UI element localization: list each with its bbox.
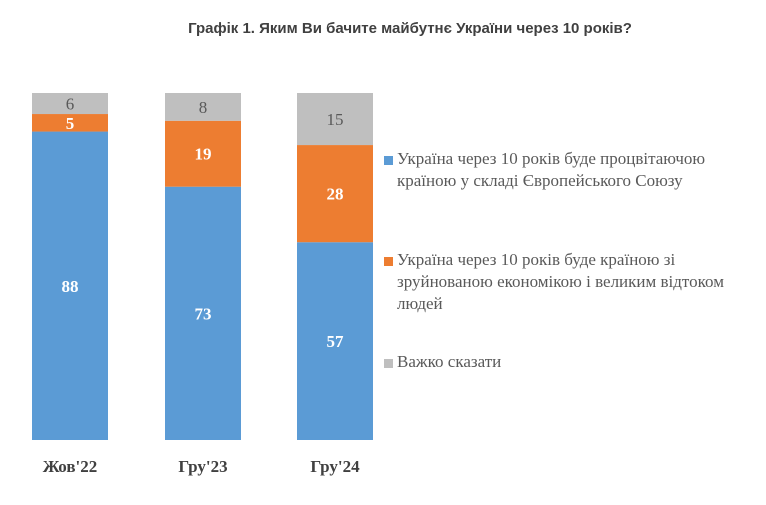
- data-label: 8: [199, 98, 208, 117]
- category-label: Жов'22: [43, 457, 98, 476]
- data-label: 5: [66, 114, 75, 133]
- bar-segment-blue: [165, 186, 241, 440]
- legend-label: Україна через 10 років буде процвітаючою…: [397, 149, 706, 190]
- bar-segment-grey: [32, 93, 108, 115]
- legend-label: Україна через 10 років буде країною зі з…: [397, 250, 724, 313]
- legend-item-hard-to-say: Важко сказати: [384, 351, 766, 373]
- chart-title: Графік 1. Яким Ви бачите майбутнє Україн…: [188, 20, 632, 37]
- legend-item-ruined-economy: Україна через 10 років буде країною зі з…: [384, 249, 742, 315]
- bar-segment-blue: [297, 242, 373, 440]
- legend-item-prosperous-eu: Україна через 10 років буде процвітаючою…: [384, 148, 766, 192]
- bar-segment-orange: [297, 145, 373, 243]
- legend-swatch-orange: [384, 257, 393, 266]
- category-label: Гру'24: [310, 457, 360, 476]
- data-label: 73: [195, 304, 212, 323]
- legend-swatch-blue: [384, 156, 393, 165]
- bar-segment-orange: [165, 120, 241, 187]
- bar-segment-grey: [297, 93, 373, 146]
- category-label: Гру'23: [178, 457, 227, 476]
- data-label: 88: [62, 277, 79, 296]
- data-label: 57: [327, 332, 345, 351]
- legend-swatch-grey: [384, 359, 393, 368]
- data-label: 28: [327, 185, 344, 204]
- data-label: 19: [195, 145, 212, 164]
- data-label: 15: [327, 110, 344, 129]
- bar-segment-orange: [32, 114, 108, 132]
- legend-label: Важко сказати: [397, 352, 502, 371]
- bar-segment-blue: [32, 131, 108, 441]
- bar-segment-grey: [165, 93, 241, 121]
- data-label: 6: [66, 95, 75, 114]
